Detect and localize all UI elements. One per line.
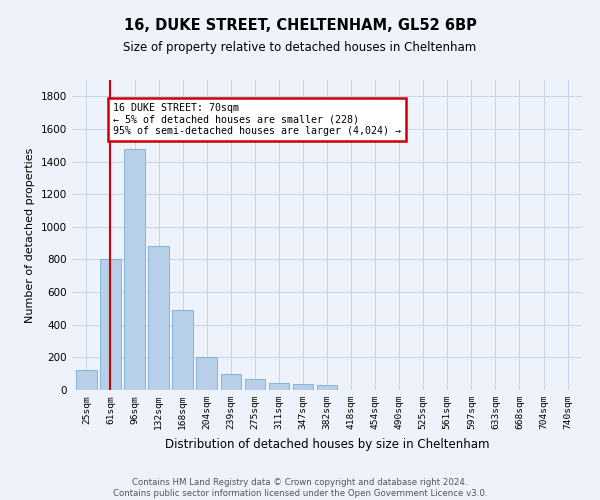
Text: Size of property relative to detached houses in Cheltenham: Size of property relative to detached ho… [124,41,476,54]
Bar [269,384,289,390]
Bar [245,380,265,390]
Bar [221,374,241,390]
Bar [196,356,217,390]
Bar [148,246,169,390]
Bar [76,370,97,390]
Bar [317,386,337,390]
Bar [293,384,313,390]
Text: 16 DUKE STREET: 70sqm
← 5% of detached houses are smaller (228)
95% of semi-deta: 16 DUKE STREET: 70sqm ← 5% of detached h… [113,103,401,136]
Bar [172,310,193,390]
Bar [124,148,145,390]
Text: 16, DUKE STREET, CHELTENHAM, GL52 6BP: 16, DUKE STREET, CHELTENHAM, GL52 6BP [124,18,476,32]
X-axis label: Distribution of detached houses by size in Cheltenham: Distribution of detached houses by size … [165,438,489,450]
Bar [100,260,121,390]
Y-axis label: Number of detached properties: Number of detached properties [25,148,35,322]
Text: Contains HM Land Registry data © Crown copyright and database right 2024.
Contai: Contains HM Land Registry data © Crown c… [113,478,487,498]
